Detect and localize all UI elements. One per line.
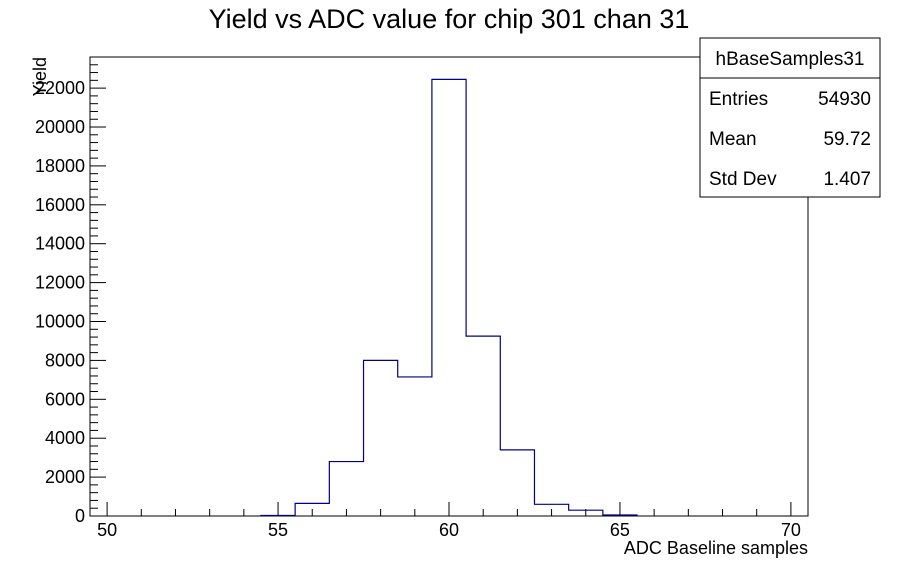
stats-mean-label: Mean (709, 129, 757, 150)
stats-box-frame (699, 37, 881, 198)
x-tick-label: 70 (781, 520, 801, 540)
stats-histogram-name: hBaseSamples31 (716, 49, 865, 70)
y-tick-label: 10000 (35, 312, 85, 332)
y-axis: 0 2000 4000 6000 8000 10000 12000 14000 16000 180… (35, 56, 106, 526)
x-tick-label: 65 (610, 520, 630, 540)
y-tick-label: 20000 (35, 117, 85, 137)
y-tick-label: 12000 (35, 273, 85, 293)
stats-stddev-label: Std Dev (709, 169, 777, 190)
x-axis: 50 55 60 65 70 (97, 502, 801, 540)
x-tick-label: 55 (268, 520, 288, 540)
stats-stddev-value: 1.407 (823, 169, 871, 190)
histogram-series (260, 78, 638, 517)
x-tick-label: 60 (439, 520, 459, 540)
y-tick-label: 8000 (45, 350, 85, 370)
y-tick-label: 4000 (45, 428, 85, 448)
stats-entries-label: Entries (709, 89, 768, 110)
y-tick-label: 22000 (35, 78, 85, 98)
x-tick-label: 50 (97, 520, 117, 540)
stats-box: hBaseSamples31 Entries 54930 Mean 59.72 … (699, 37, 881, 198)
y-tick-label: 2000 (45, 467, 85, 487)
stats-entries-value: 54930 (818, 89, 871, 110)
y-tick-label: 0 (75, 506, 85, 526)
stats-mean-value: 59.72 (823, 129, 871, 150)
x-axis-label: ADC Baseline samples (624, 538, 808, 558)
chart-title: Yield vs ADC value for chip 301 chan 31 (209, 4, 690, 34)
y-tick-label: 14000 (35, 234, 85, 254)
y-axis-label: Yield (30, 57, 50, 96)
y-tick-label: 6000 (45, 389, 85, 409)
y-tick-label: 18000 (35, 156, 85, 176)
y-tick-label: 16000 (35, 195, 85, 215)
